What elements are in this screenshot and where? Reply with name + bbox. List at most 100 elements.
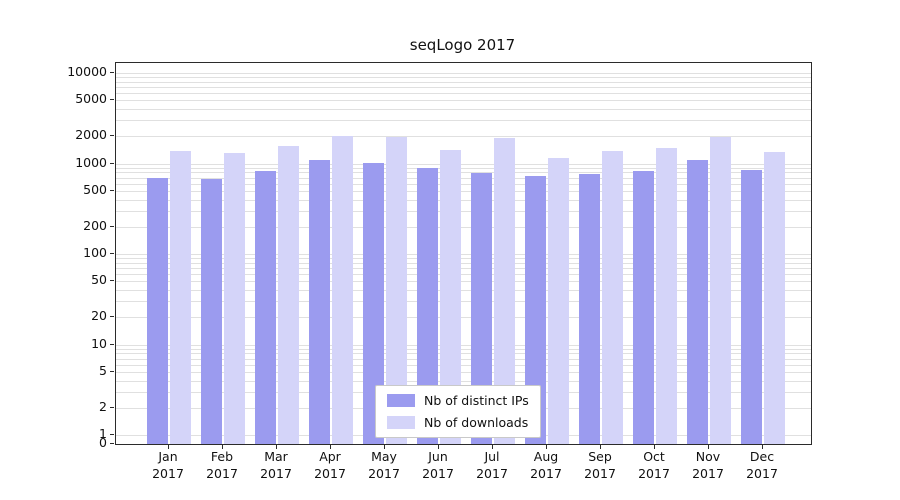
bar-distinct-ips: [255, 171, 276, 444]
gridline: [116, 136, 811, 138]
x-tick-label: Jun 2017: [410, 448, 466, 482]
gridline: [116, 317, 811, 319]
x-tick-mark: [384, 445, 385, 449]
x-tick-label: Nov 2017: [680, 448, 736, 482]
x-tick-mark: [438, 445, 439, 449]
x-tick-mark: [168, 445, 169, 449]
x-tick-year: 2017: [584, 466, 616, 481]
bar-distinct-ips: [471, 173, 492, 444]
x-tick-mark: [222, 445, 223, 449]
bar-downloads: [332, 136, 353, 444]
plot-area: Nb of distinct IPs Nb of downloads: [115, 62, 812, 445]
bar-downloads: [656, 147, 677, 444]
bar-downloads: [386, 137, 407, 444]
bar-distinct-ips: [309, 160, 330, 444]
gridline: [116, 120, 811, 122]
x-tick-mark: [276, 445, 277, 449]
x-tick-label: Mar 2017: [248, 448, 304, 482]
gridline: [116, 348, 811, 350]
gridline: [116, 100, 811, 102]
x-tick-label: Jul 2017: [464, 448, 520, 482]
x-tick-mark: [708, 445, 709, 449]
x-tick-mark: [762, 445, 763, 449]
bar-downloads: [440, 150, 461, 444]
gridline: [116, 268, 811, 270]
y-tick-label: 50: [91, 272, 107, 288]
x-tick-month: Feb: [210, 449, 234, 464]
gridline: [116, 199, 811, 201]
y-tick-mark: [110, 189, 114, 191]
y-tick-mark: [110, 434, 114, 435]
y-tick-mark: [110, 162, 114, 164]
x-tick-mark: [492, 445, 493, 449]
gridline: [116, 262, 811, 264]
bar-downloads: [548, 158, 569, 444]
x-tick-month: Sep: [588, 449, 612, 464]
y-tick-label: 500: [83, 181, 107, 197]
gridline: [116, 109, 811, 110]
x-tick-month: Jan: [158, 449, 178, 464]
y-tick-label: 2000: [75, 127, 107, 143]
x-tick-year: 2017: [530, 466, 562, 481]
x-tick-month: Aug: [533, 449, 559, 464]
x-tick-mark: [600, 445, 601, 449]
x-tick-label: Sep 2017: [572, 448, 628, 482]
legend-item-distinct-ips: Nb of distinct IPs: [387, 393, 529, 408]
x-tick-year: 2017: [206, 466, 238, 481]
x-tick-month: Apr: [319, 449, 341, 464]
x-tick-month: May: [371, 449, 397, 464]
y-tick-mark: [110, 370, 114, 372]
gridline: [116, 364, 811, 366]
x-tick-mark: [330, 445, 331, 449]
x-tick-label: Feb 2017: [194, 448, 250, 482]
gridline: [116, 344, 811, 346]
legend-swatch-downloads: [387, 416, 415, 429]
y-tick-mark: [110, 443, 114, 444]
gridline: [116, 77, 811, 79]
y-tick-label: 2: [99, 398, 107, 414]
gridline: [116, 353, 811, 355]
y-tick-label: 1000: [75, 154, 107, 170]
bar-downloads: [278, 146, 299, 444]
bar-downloads: [602, 150, 623, 444]
gridline: [116, 73, 811, 74]
x-tick-month: Jul: [484, 449, 500, 464]
gridline: [116, 281, 811, 283]
x-tick-label: Oct 2017: [626, 448, 682, 482]
y-tick-mark: [110, 316, 114, 318]
gridline: [116, 163, 811, 165]
y-tick-mark: [110, 99, 114, 101]
gridline: [116, 258, 811, 260]
x-tick-year: 2017: [746, 466, 778, 481]
gridline: [116, 87, 811, 89]
x-tick-label: Dec 2017: [734, 448, 790, 482]
x-tick-label: Aug 2017: [518, 448, 574, 482]
x-tick-year: 2017: [638, 466, 670, 481]
gridline: [116, 358, 811, 360]
y-tick-label: 20: [91, 308, 107, 324]
gridline: [116, 172, 811, 174]
legend-item-downloads: Nb of downloads: [387, 415, 529, 430]
y-tick-label: 5: [99, 362, 107, 378]
gridline: [116, 190, 811, 192]
gridline: [116, 301, 811, 303]
bar-downloads: [494, 138, 515, 444]
legend-label-downloads: Nb of downloads: [424, 415, 529, 430]
x-tick-year: 2017: [368, 466, 400, 481]
bar-downloads: [170, 150, 191, 444]
x-tick-month: Mar: [264, 449, 288, 464]
gridline: [116, 226, 811, 228]
y-tick-mark: [110, 406, 114, 408]
bar-downloads: [764, 151, 785, 444]
bar-distinct-ips: [579, 174, 600, 444]
x-tick-month: Jun: [428, 449, 448, 464]
x-tick-label: Apr 2017: [302, 448, 358, 482]
x-tick-month: Dec: [749, 449, 775, 464]
y-tick-mark: [110, 280, 114, 282]
bar-distinct-ips: [147, 177, 168, 444]
bar-distinct-ips: [417, 168, 438, 444]
gridline: [116, 274, 811, 276]
legend-label-distinct-ips: Nb of distinct IPs: [424, 393, 529, 408]
gridline: [116, 380, 811, 382]
x-tick-month: Oct: [643, 449, 665, 464]
